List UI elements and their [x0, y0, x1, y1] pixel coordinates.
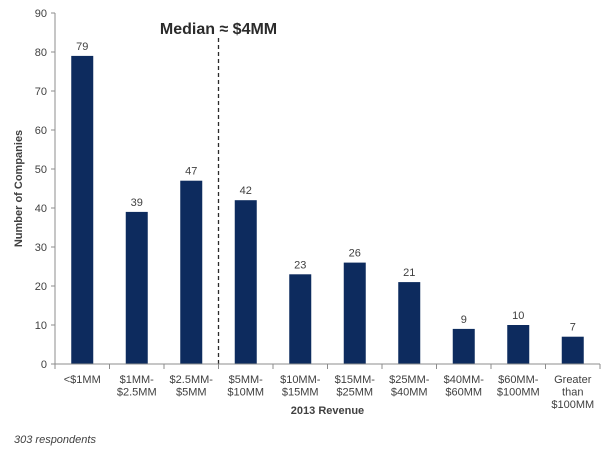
bar	[561, 336, 584, 364]
y-tick-label: 30	[35, 242, 47, 254]
bars	[71, 55, 584, 365]
bar	[343, 262, 366, 364]
y-tick-label: 0	[41, 359, 47, 371]
category-label: $1MM-	[120, 374, 155, 386]
data-label: 23	[294, 259, 306, 271]
data-label: 79	[76, 41, 88, 53]
data-label: 47	[185, 166, 197, 178]
bar	[507, 325, 530, 364]
bar	[125, 211, 148, 364]
category-label: $60MM-	[498, 374, 539, 386]
bar	[71, 55, 94, 365]
y-tick-label: 20	[35, 281, 47, 293]
y-tick-label: 80	[35, 47, 47, 59]
y-tick-label: 70	[35, 86, 47, 98]
category-label: $60MM	[445, 387, 482, 399]
y-tick-label: 60	[35, 125, 47, 137]
y-axis-title: Number of Companies	[13, 130, 25, 247]
category-label: $15MM-	[335, 374, 376, 386]
data-label: 42	[240, 185, 252, 197]
category-label: $10MM-	[280, 374, 321, 386]
category-label: $5MM-	[229, 374, 264, 386]
data-label: 7	[570, 322, 576, 334]
bar	[289, 274, 312, 364]
category-label: Greater	[554, 374, 592, 386]
category-label: $40MM-	[444, 374, 485, 386]
bar	[452, 328, 475, 364]
y-tick-label: 90	[35, 8, 47, 20]
category-label: $15MM	[282, 387, 319, 399]
bar	[234, 200, 257, 364]
data-label: 39	[131, 197, 143, 209]
data-labels: 79 39 47 42 23 26 21 9 10 7	[76, 41, 576, 334]
category-label: $25MM	[336, 387, 373, 399]
data-label: 21	[403, 267, 415, 279]
data-label: 9	[461, 314, 467, 326]
category-label: <$1MM	[64, 374, 101, 386]
median-annotation: Median ≈ $4MM	[160, 21, 277, 38]
data-label: 26	[349, 248, 361, 260]
bar	[180, 180, 203, 364]
bar	[398, 282, 421, 364]
category-label: $100MM	[497, 387, 540, 399]
y-axis-ticks: 0 10 20 30 40 50 60 70 80 90	[35, 8, 601, 371]
category-label: $100MM	[551, 399, 594, 411]
category-label: $5MM	[176, 387, 207, 399]
category-label: $25MM-	[389, 374, 430, 386]
y-tick-label: 10	[35, 320, 47, 332]
y-tick-label: 50	[35, 164, 47, 176]
category-label: $40MM	[391, 387, 428, 399]
category-label: than	[562, 387, 583, 399]
category-labels: <$1MM $1MM-$2.5MM $2.5MM-$5MM $5MM-$10MM $10…	[64, 374, 594, 411]
footnote: 303 respondents	[14, 434, 96, 446]
x-axis-title: 2013 Revenue	[291, 405, 364, 417]
category-label: $10MM	[227, 387, 264, 399]
category-label: $2.5MM-	[170, 374, 214, 386]
y-tick-label: 40	[35, 203, 47, 215]
data-label: 10	[512, 310, 524, 322]
category-label: $2.5MM	[117, 387, 157, 399]
